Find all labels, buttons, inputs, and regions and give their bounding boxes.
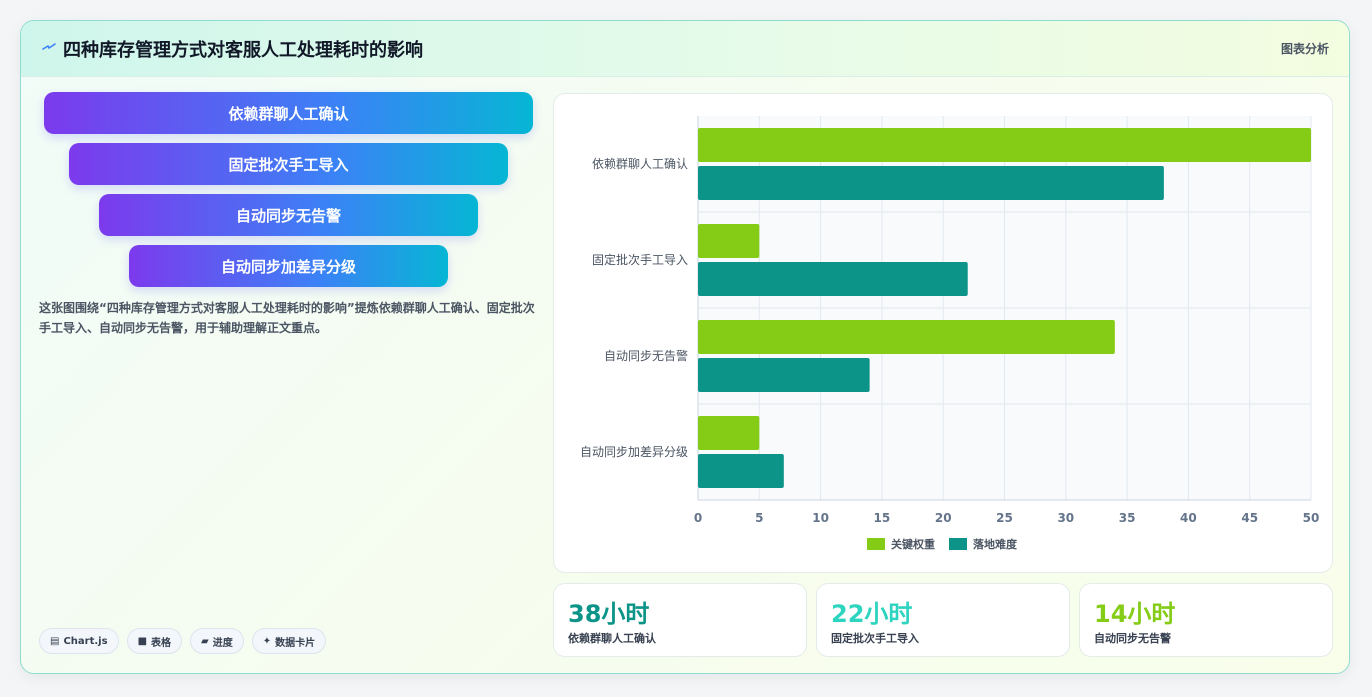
bar-key-weight [698, 224, 760, 258]
legend-label: 关键权重 [891, 537, 935, 551]
kpi-label: 自动同步无告警 [1094, 632, 1171, 645]
kpi-card-3: 14小时 自动同步无告警 [1079, 583, 1333, 657]
page-title: 四种库存管理方式对客服人工处理耗时的影响 [63, 40, 423, 61]
y-tick-label: 固定批次手工导入 [592, 252, 688, 267]
tag-table[interactable]: ■ 表格 [126, 628, 183, 654]
legend-swatch [867, 538, 885, 550]
funnel-step-2: 固定批次手工导入 [69, 143, 508, 185]
main-card: 四种库存管理方式对客服人工处理耗时的影响 图表分析 依赖群聊人工确认 固定批次手… [20, 20, 1350, 674]
bar-key-weight [698, 128, 1311, 162]
x-tick-label: 0 [694, 511, 702, 525]
funnel-step-3: 自动同步无告警 [99, 194, 478, 236]
x-tick-label: 15 [874, 511, 891, 525]
tag-label: 数据卡片 [275, 637, 316, 649]
y-tick-label: 自动同步无告警 [604, 348, 688, 363]
tag-data-card[interactable]: ✦ 数据卡片 [251, 628, 327, 654]
x-tick-label: 5 [755, 511, 763, 525]
x-tick-label: 35 [1119, 511, 1136, 525]
kpi-label: 依赖群聊人工确认 [568, 632, 656, 645]
legend-swatch [949, 538, 967, 550]
x-tick-label: 10 [812, 511, 829, 525]
tag-label: 表格 [151, 637, 172, 649]
card-header: 四种库存管理方式对客服人工处理耗时的影响 图表分析 [21, 21, 1349, 77]
chart-analysis-link[interactable]: 图表分析 [1280, 42, 1329, 56]
x-tick-label: 20 [935, 511, 952, 525]
tag-progress[interactable]: ▰ 进度 [190, 628, 244, 654]
kpi-value: 22小时 [831, 600, 913, 628]
table-icon: ■ [137, 635, 148, 647]
card-icon: ✦ [262, 635, 272, 647]
x-tick-label: 45 [1241, 511, 1258, 525]
kpi-value: 38小时 [568, 600, 650, 628]
chart-icon: ▤ [50, 635, 60, 647]
kpi-value: 14小时 [1094, 600, 1176, 628]
chart-panel: 0 5 10 15 20 25 30 35 40 45 50 依赖群聊人工确认 固定批次手工导入自动同步… [553, 93, 1333, 573]
y-tick-label: 依赖群聊人工确认 [592, 156, 688, 171]
x-tick-label: 40 [1180, 511, 1197, 525]
chart-description: 这张图围绕“四种库存管理方式对客服人工处理耗时的影响”提炼依赖群聊人工确认、固定… [39, 301, 535, 335]
y-tick-label: 自动同步加差异分级 [580, 445, 688, 459]
x-tick-label: 25 [996, 511, 1013, 525]
bar-key-weight [698, 416, 760, 450]
bar-chart: 0 5 10 15 20 25 30 35 40 45 50 依赖群聊人工确认固定批次手工导入自动同步… [580, 116, 1320, 551]
bar-difficulty [698, 166, 1164, 200]
tag-label: Chart.js [63, 635, 108, 647]
bar-difficulty [698, 358, 870, 392]
x-tick-label: 30 [1057, 511, 1074, 525]
kpi-card-2: 22小时 固定批次手工导入 [816, 583, 1070, 657]
bar-difficulty [698, 262, 968, 296]
kpi-card-1: 38小时 依赖群聊人工确认 [553, 583, 807, 657]
x-tick-label: 50 [1303, 511, 1320, 525]
legend-label: 落地难度 [973, 537, 1018, 551]
funnel-step-1: 依赖群聊人工确认 [44, 92, 533, 134]
funnel-step-4: 自动同步加差异分级 [129, 245, 448, 287]
bar-difficulty [698, 454, 784, 488]
kpi-label: 固定批次手工导入 [831, 632, 919, 645]
tag-list: ▤ Chart.js ■ 表格 ▰ 进度 ✦ 数据卡片 [39, 628, 327, 654]
tag-label: 进度 [212, 637, 233, 649]
progress-icon: ▰ [201, 635, 209, 647]
tag-chartjs[interactable]: ▤ Chart.js [39, 628, 119, 654]
lightning-icon [42, 43, 56, 50]
bar-key-weight [698, 320, 1115, 354]
